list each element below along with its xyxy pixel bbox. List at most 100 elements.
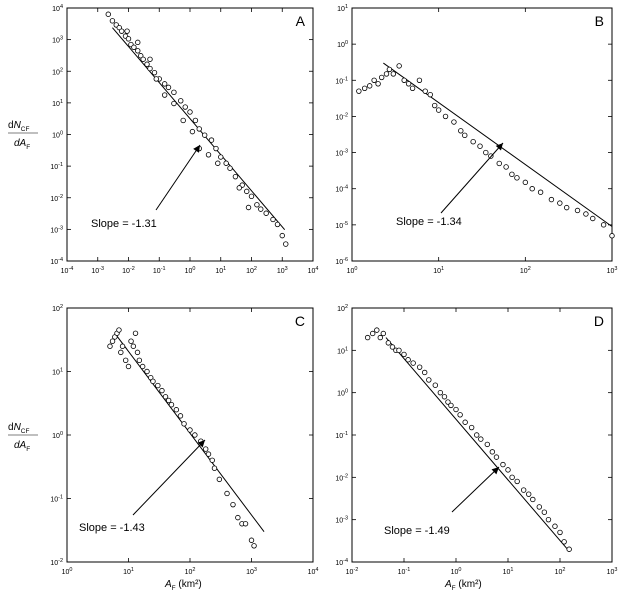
data-point [427,91,433,98]
data-point [248,537,255,543]
data-point [248,193,255,200]
data-point [251,543,257,549]
data-point [118,349,124,356]
data-point [279,232,285,239]
data-point [105,11,111,17]
y-axis-title: dNCF dAF [8,422,38,453]
data-point [107,343,113,349]
y-axis-denominator: dAF [14,138,30,151]
y-axis-numerator: dNCF [8,422,29,435]
panel-c: 100 101 102 103 104 10-2 10-1 100 101 102 Slope = … [50,304,318,576]
data-point [125,363,132,370]
data-point [130,343,137,349]
data-point [503,164,509,170]
slope-annotation: Slope = -1.34 [396,216,462,228]
data-point [263,210,269,216]
y-tick-label: 101 [52,99,63,108]
data-point [135,39,141,46]
data-point [435,107,442,113]
data-point [557,529,563,536]
data-point [552,523,558,529]
data-point [205,451,212,457]
data-point [530,496,536,503]
panel-letter: D [594,313,604,329]
data-point [448,402,454,409]
y-tick-label: 10-2 [50,558,63,567]
data-point [375,81,381,87]
data-point [522,179,529,186]
x-tick-label: 103 [607,266,618,275]
data-point [380,330,387,337]
data-point [171,100,177,107]
data-point [437,389,444,396]
data-point [583,211,589,217]
data-point [182,104,188,110]
y-tick-label: 103 [52,36,63,45]
data-point [202,446,209,452]
data-point [232,173,239,180]
data-point [274,221,281,228]
data-point [361,85,368,92]
y-tick-label: 102 [52,67,63,76]
data-point [187,109,193,115]
data-point [509,171,515,178]
plot-frame [351,7,613,262]
data-point [215,160,221,166]
data-point [244,188,250,195]
data-point [405,357,411,363]
x-tick-label: 104 [308,567,319,576]
data-point [364,334,371,341]
data-point [283,241,289,247]
x-tick-label: 10-1 [398,567,411,576]
data-point [462,419,468,425]
data-point [453,406,459,413]
data-point [383,71,390,77]
panel-d: 10-2 10-1 100 101 102 103 10-4 10-3 10-2 10-1 100 1… [335,304,617,576]
data-point [201,132,208,138]
y-tick-label: 102 [337,304,348,313]
y-tick-label: 104 [52,4,63,13]
data-point [500,461,506,468]
data-point [409,85,416,92]
data-point [525,491,532,497]
data-point [563,204,570,211]
data-point [609,233,615,239]
data-point [224,490,230,497]
y-tick-label: 101 [337,4,348,13]
data-point [458,128,464,134]
data-point [162,394,169,400]
x-tick-label: 103 [277,266,288,275]
x-tick-label: 102 [185,567,196,576]
panel-letter: C [295,313,305,329]
data-point [401,351,407,358]
y-tick-label: 100 [337,40,348,49]
data-point [119,343,126,349]
data-point [557,200,563,206]
data-point [401,77,407,83]
x-tick-label: 10-4 [61,266,74,275]
x-tick-label: 102 [520,266,531,275]
slope-annotation: Slope = -1.49 [384,525,450,537]
data-point [514,175,520,181]
arrow-head [491,467,499,475]
data-point [561,539,567,545]
arrow-head [495,143,503,151]
data-point [177,413,184,419]
data-point [369,330,376,337]
data-point [218,154,224,160]
x-tick-label: 10-2 [346,567,359,576]
data-point [118,28,125,34]
data-point [478,436,484,442]
data-point [144,368,150,375]
panel-letter: B [595,13,604,29]
data-point [270,216,276,223]
data-point [536,504,543,510]
panel-b: 100 101 102 103 10-6 10-5 10-4 10-3 10-2 10-1 100 1… [335,4,617,275]
data-point [366,83,373,89]
data-point [566,546,572,552]
x-tick-label: 100 [451,567,462,576]
fit-line [385,337,570,552]
data-point [545,516,552,523]
x-tick-label: 103 [246,567,257,576]
